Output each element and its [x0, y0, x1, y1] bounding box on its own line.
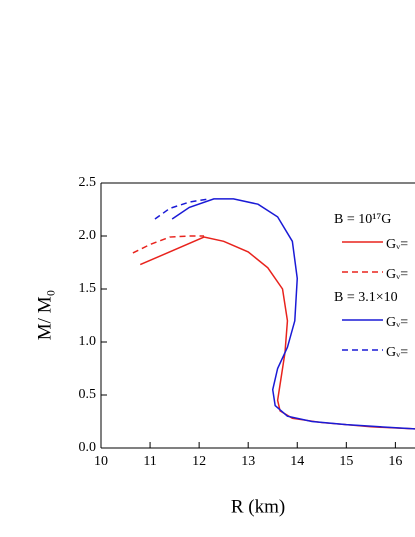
x-tick-label: 14: [290, 454, 304, 469]
curve: [132, 235, 205, 254]
legend-title: B = 10¹⁷G: [334, 212, 391, 227]
y-tick-label: 0.0: [79, 440, 97, 455]
legend-label: Gᵥ=: [386, 237, 408, 252]
x-tick-label: 11: [143, 454, 156, 469]
curve: [139, 236, 415, 430]
legend-label: Gᵥ=: [386, 345, 408, 360]
x-tick-label: 16: [388, 454, 402, 469]
curve: [171, 198, 415, 430]
legend-label: Gᵥ=: [386, 267, 408, 282]
y-tick-label: 0.5: [79, 387, 97, 402]
x-tick-label: 15: [339, 454, 353, 469]
y-axis-title: M/ M₀: [34, 290, 55, 340]
y-tick-label: 1.0: [79, 334, 97, 349]
x-tick-label: 10: [94, 454, 108, 469]
x-tick-label: 12: [192, 454, 206, 469]
legend-title: B = 3.1×10: [334, 290, 398, 305]
y-tick-label: 2.0: [79, 228, 97, 243]
x-tick-label: 13: [241, 454, 255, 469]
y-tick-label: 2.5: [79, 175, 97, 190]
curve: [154, 198, 210, 220]
y-tick-label: 1.5: [79, 281, 97, 296]
x-axis-title: R (km): [231, 496, 285, 517]
legend-label: Gᵥ=: [386, 315, 408, 330]
